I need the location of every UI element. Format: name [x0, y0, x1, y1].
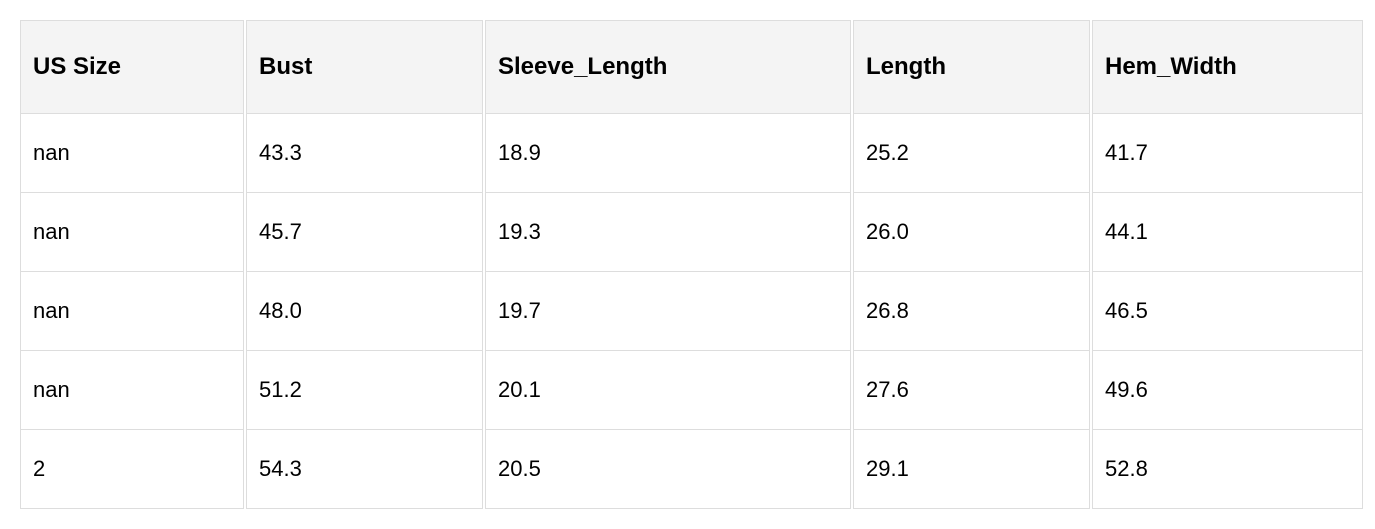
cell-hem-width: 49.6 — [1092, 350, 1363, 429]
cell-length: 26.0 — [853, 192, 1090, 271]
cell-us-size: nan — [20, 192, 244, 271]
cell-bust: 54.3 — [246, 429, 483, 509]
cell-bust: 51.2 — [246, 350, 483, 429]
cell-us-size: nan — [20, 350, 244, 429]
cell-length: 25.2 — [853, 113, 1090, 192]
cell-sleeve-length: 20.1 — [485, 350, 851, 429]
cell-bust: 43.3 — [246, 113, 483, 192]
cell-hem-width: 41.7 — [1092, 113, 1363, 192]
cell-bust: 45.7 — [246, 192, 483, 271]
table-row: nan 43.3 18.9 25.2 41.7 — [20, 113, 1363, 192]
cell-length: 29.1 — [853, 429, 1090, 509]
table-row: nan 51.2 20.1 27.6 49.6 — [20, 350, 1363, 429]
cell-us-size: nan — [20, 113, 244, 192]
header-row: US Size Bust Sleeve_Length Length Hem_Wi… — [20, 20, 1363, 113]
cell-hem-width: 44.1 — [1092, 192, 1363, 271]
cell-length: 27.6 — [853, 350, 1090, 429]
cell-us-size: 2 — [20, 429, 244, 509]
header-hem-width: Hem_Width — [1092, 20, 1363, 113]
cell-us-size: nan — [20, 271, 244, 350]
header-us-size: US Size — [20, 20, 244, 113]
table-row: 2 54.3 20.5 29.1 52.8 — [20, 429, 1363, 509]
cell-sleeve-length: 19.3 — [485, 192, 851, 271]
cell-hem-width: 52.8 — [1092, 429, 1363, 509]
cell-hem-width: 46.5 — [1092, 271, 1363, 350]
table-row: nan 45.7 19.3 26.0 44.1 — [20, 192, 1363, 271]
cell-length: 26.8 — [853, 271, 1090, 350]
cell-bust: 48.0 — [246, 271, 483, 350]
size-table: US Size Bust Sleeve_Length Length Hem_Wi… — [18, 20, 1365, 509]
header-length: Length — [853, 20, 1090, 113]
cell-sleeve-length: 20.5 — [485, 429, 851, 509]
cell-sleeve-length: 18.9 — [485, 113, 851, 192]
cell-sleeve-length: 19.7 — [485, 271, 851, 350]
header-bust: Bust — [246, 20, 483, 113]
table-row: nan 48.0 19.7 26.8 46.5 — [20, 271, 1363, 350]
header-sleeve-length: Sleeve_Length — [485, 20, 851, 113]
